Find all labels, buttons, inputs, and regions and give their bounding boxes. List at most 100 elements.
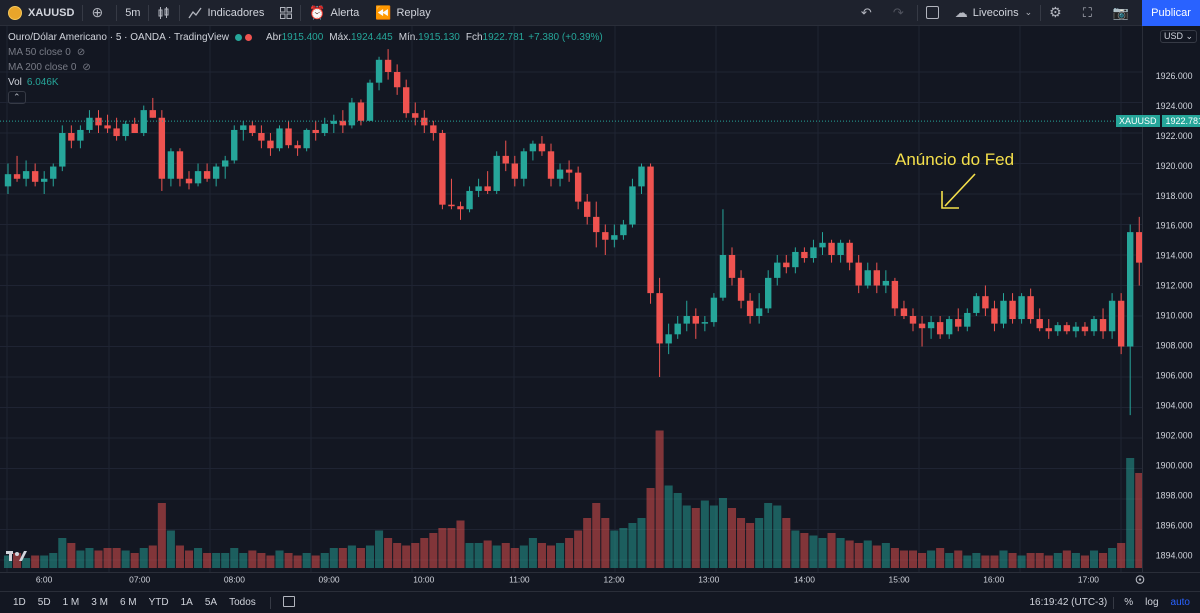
alert-button[interactable]: ⏰ Alerta xyxy=(301,0,367,26)
price-chart[interactable] xyxy=(0,26,1142,572)
rewind-icon: ⏪ xyxy=(375,4,392,20)
range-button[interactable]: YTD xyxy=(148,597,169,608)
candle-body xyxy=(312,129,319,133)
candle-body xyxy=(665,334,672,344)
volume-bar xyxy=(148,545,157,568)
eye-hidden-icon[interactable]: ⊘ xyxy=(82,62,91,73)
goto-date-button[interactable] xyxy=(277,595,301,610)
candle-body xyxy=(765,277,772,309)
candle-body xyxy=(475,186,482,191)
candle-body xyxy=(303,129,310,149)
fullscreen-button[interactable]: ⛶ xyxy=(1075,0,1105,26)
collapse-legend-button[interactable]: ⌃ xyxy=(8,90,603,105)
range-button[interactable]: 5D xyxy=(37,597,51,608)
range-button[interactable]: 6 M xyxy=(119,597,137,608)
candle-body xyxy=(801,251,808,259)
volume-bar xyxy=(737,518,746,568)
price-tick-label: 1904.000 xyxy=(1156,401,1193,411)
price-tick-label: 1924.000 xyxy=(1156,101,1193,111)
legend-title[interactable]: Ouro/Dólar Americano · 5 · OANDA · Tradi… xyxy=(8,32,230,43)
compare-button[interactable]: ⊕ xyxy=(83,0,116,26)
time-tick-label: 15:00 xyxy=(889,574,910,584)
snapshot-button[interactable]: 📷 xyxy=(1105,0,1142,26)
volume-bar xyxy=(908,550,918,568)
volume-bar xyxy=(990,555,999,568)
volume-bar xyxy=(664,485,673,568)
price-tick-label: 1902.000 xyxy=(1156,431,1193,441)
volume-bar xyxy=(103,548,112,568)
gear-icon: ⚙ xyxy=(1049,4,1062,20)
redo-button[interactable]: ↷ xyxy=(885,0,917,26)
range-button[interactable]: Todos xyxy=(229,597,256,608)
volume-bar xyxy=(565,538,574,568)
symbol-search-button[interactable]: XAUUSD xyxy=(0,0,82,26)
ma50-label: MA 50 close 0 xyxy=(8,47,71,58)
volume-bar xyxy=(1071,553,1080,568)
range-button[interactable]: 5A xyxy=(204,597,218,608)
last-price-value: 1922.781 xyxy=(1161,115,1200,128)
volume-bar xyxy=(1008,553,1017,568)
eye-hidden-icon[interactable]: ⊘ xyxy=(76,47,86,58)
open-label: Abr xyxy=(266,32,282,43)
log-scale-toggle[interactable]: log xyxy=(1145,597,1159,608)
candle-body xyxy=(819,242,826,248)
range-buttons: 1D 5D 1 M 3 M 6 M YTD 1A 5A Todos xyxy=(7,597,262,608)
grid xyxy=(0,26,1142,572)
candle-body xyxy=(719,255,727,298)
volume-bar xyxy=(936,548,945,568)
interval-button[interactable]: 5m xyxy=(117,0,148,26)
layouts-button[interactable] xyxy=(272,0,300,26)
volume-bar xyxy=(655,430,664,568)
volume-bar xyxy=(121,550,130,568)
clock-timezone[interactable]: 16:19:42 (UTC-3) xyxy=(1029,597,1108,608)
volume-bar xyxy=(718,498,727,568)
volume-row[interactable]: Vol 6.046K xyxy=(8,75,603,90)
range-button[interactable]: 1 M xyxy=(62,597,80,608)
auto-scale-toggle[interactable]: auto xyxy=(1170,597,1190,608)
volume-bar xyxy=(465,543,474,568)
volume-bar xyxy=(881,543,890,568)
chevron-down-icon: ⌄ xyxy=(1024,7,1033,17)
fullscreen-layout-button[interactable] xyxy=(918,0,947,26)
price-axis[interactable]: 1926.000 1924.000 1922.000 1920.000 1918.000… xyxy=(1142,26,1200,572)
interval-label: 5m xyxy=(125,6,141,19)
annotation-arrow-icon xyxy=(941,173,976,209)
volume-bar xyxy=(519,545,528,568)
bottom-toolbar: 1D 5D 1 M 3 M 6 M YTD 1A 5A Todos 16:19:42 (UTC-… xyxy=(0,591,1200,613)
axis-settings-icon[interactable] xyxy=(1135,575,1145,584)
volume-bar xyxy=(709,505,718,568)
chart-type-button[interactable] xyxy=(149,0,179,26)
ma50-row[interactable]: MA 50 close 0 ⊘ xyxy=(8,45,603,60)
candle-body xyxy=(1027,296,1034,320)
candle-body xyxy=(909,316,917,324)
price-tick-label: 1900.000 xyxy=(1156,461,1193,471)
publish-button[interactable]: Publicar xyxy=(1142,0,1200,26)
range-button[interactable]: 1A xyxy=(180,597,193,608)
ma200-row[interactable]: MA 200 close 0 ⊘ xyxy=(8,60,603,75)
volume-bar xyxy=(818,538,827,568)
low-label: Mín. xyxy=(398,32,419,43)
range-button[interactable]: 3 M xyxy=(91,597,108,608)
save-layout-button[interactable]: ☁ Livecoins ⌄ xyxy=(947,0,1040,26)
price-tick-label: 1920.000 xyxy=(1156,161,1193,171)
settings-button[interactable]: ⚙ xyxy=(1041,0,1075,26)
volume-bar xyxy=(927,550,936,568)
volume-bar xyxy=(791,530,800,568)
price-tick-label: 1926.000 xyxy=(1156,71,1193,81)
candle-body xyxy=(493,155,500,191)
volume-bar xyxy=(510,548,519,568)
fed-announcement-annotation[interactable]: Anúncio do Fed xyxy=(895,150,1015,169)
currency-selector[interactable]: USD ⌄ xyxy=(1160,30,1198,43)
volume-bar xyxy=(157,503,166,568)
indicators-button[interactable]: Indicadores xyxy=(180,0,272,26)
toolbar-divider xyxy=(82,4,84,21)
candle-body xyxy=(574,172,582,202)
volume-bar xyxy=(546,545,556,568)
undo-button[interactable]: ↶ xyxy=(853,0,885,26)
time-axis[interactable]: 6:00 07:00 08:00 09:00 10:00 11:00 12:00 13:00 1… xyxy=(0,572,1200,588)
volume-bar xyxy=(918,553,927,568)
tradingview-logo-icon[interactable] xyxy=(6,549,30,567)
range-button[interactable]: 1D xyxy=(13,597,26,608)
percent-scale-toggle[interactable]: % xyxy=(1124,597,1134,608)
replay-button[interactable]: ⏪ Replay xyxy=(367,0,438,26)
